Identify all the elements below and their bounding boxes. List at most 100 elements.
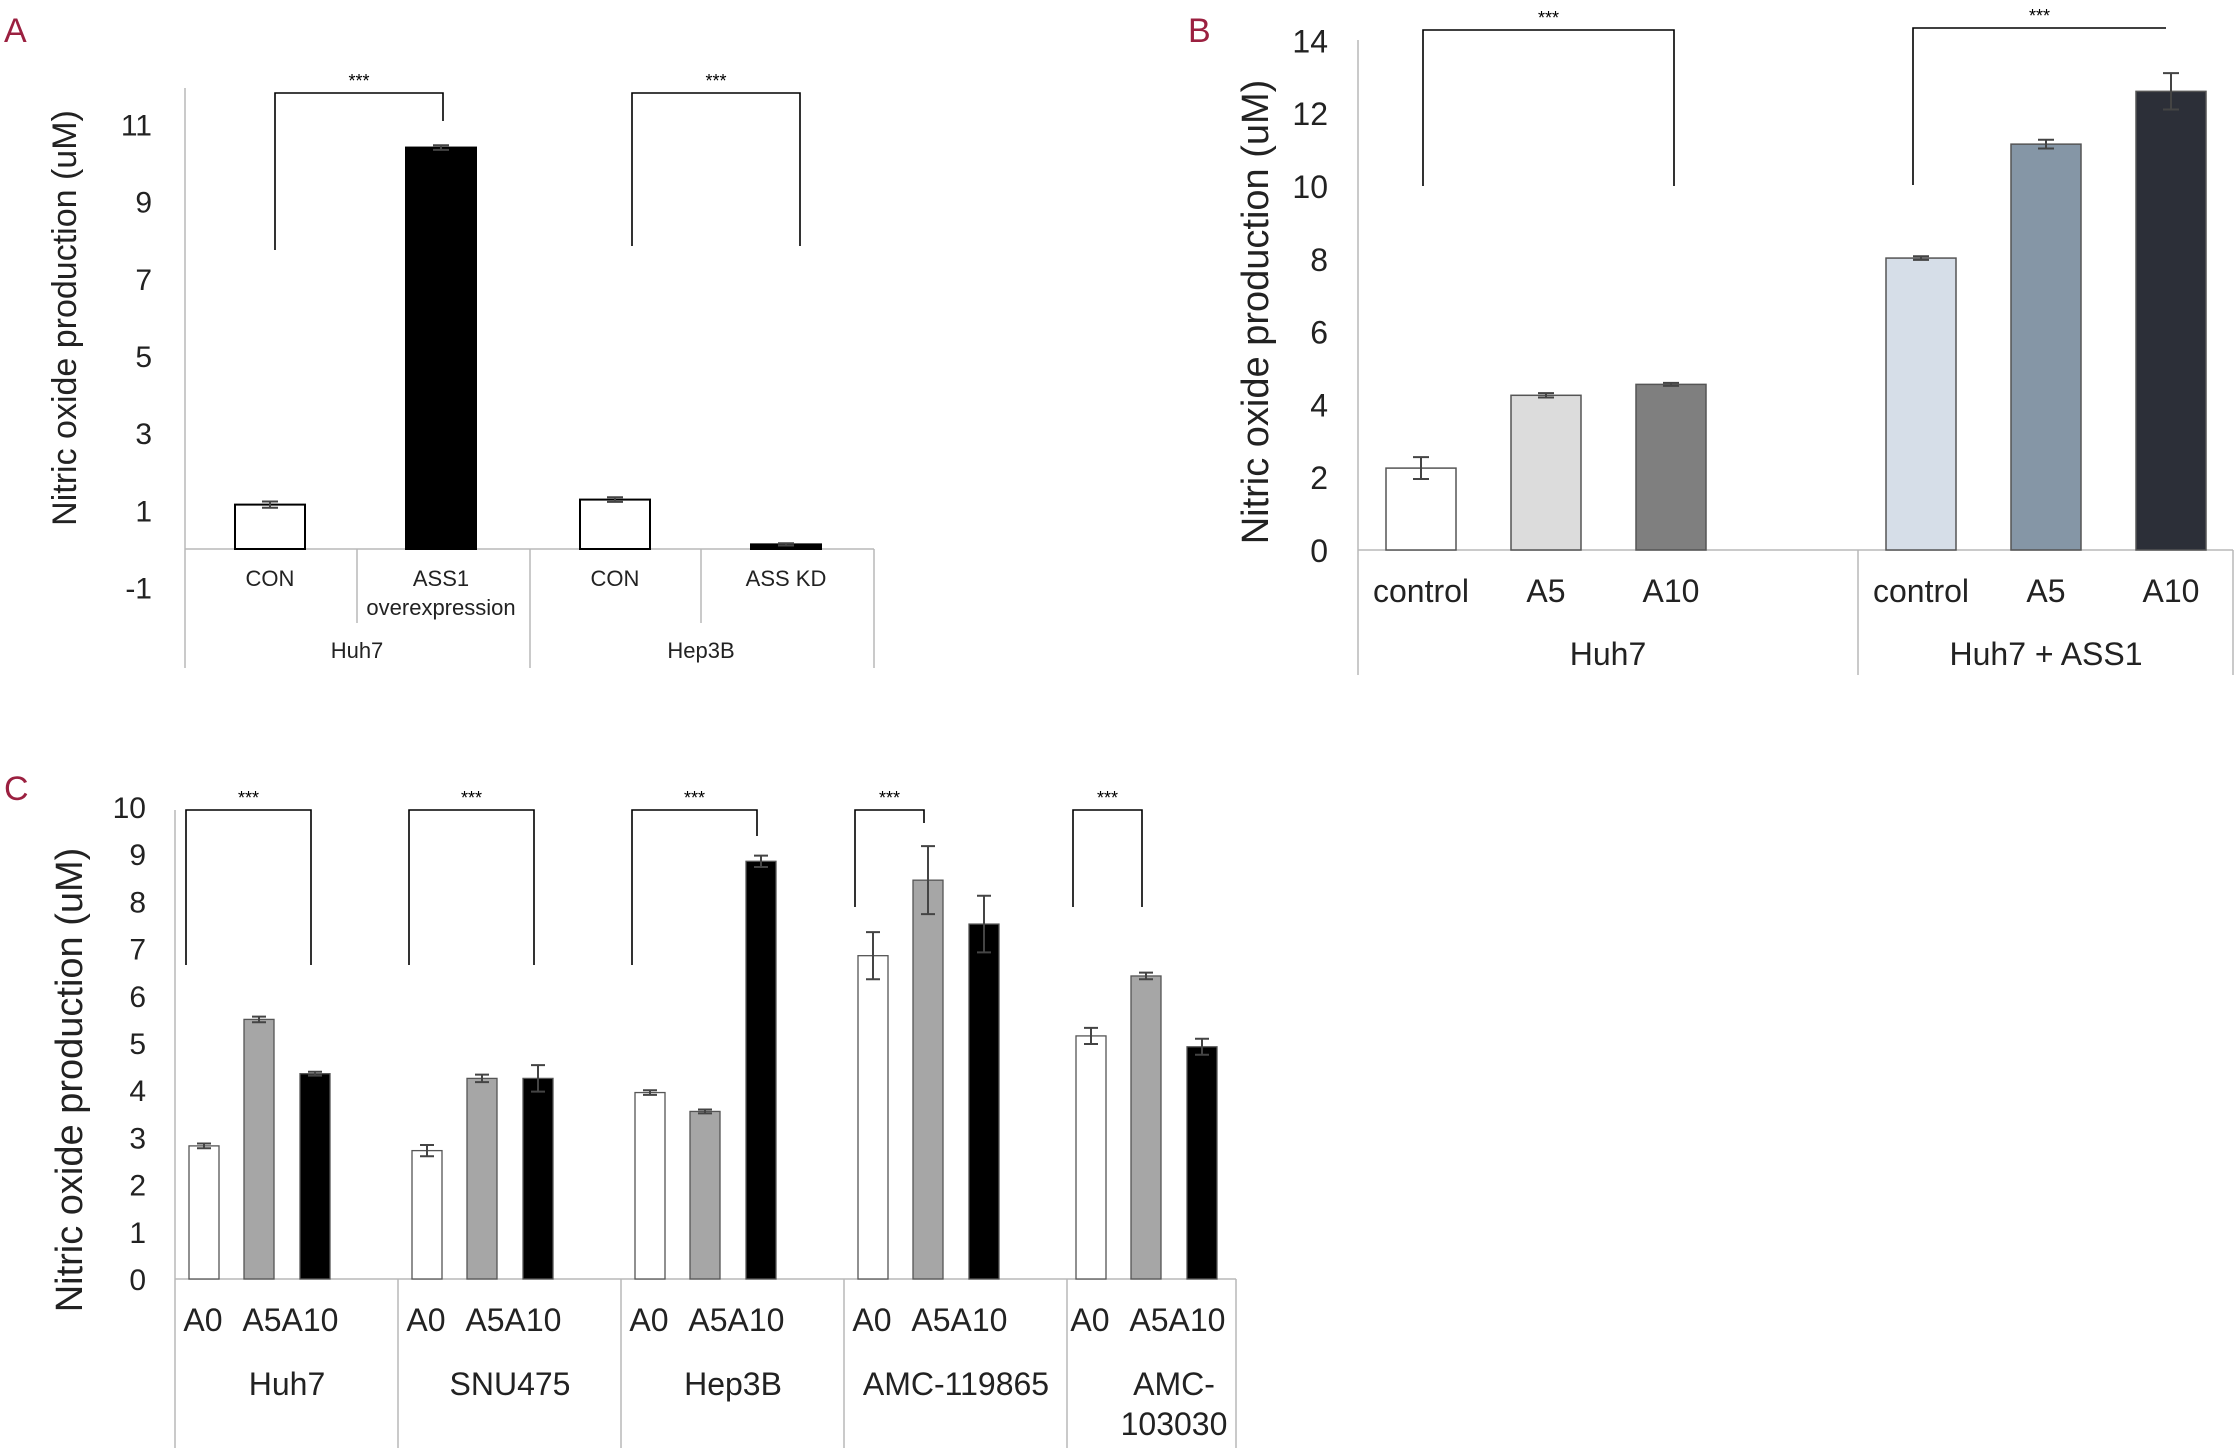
panel-b-y-tick: 12 [1292, 96, 1328, 132]
panel-c-y-tick: 6 [129, 981, 146, 1014]
panel-c-bar [745, 860, 777, 1280]
panel-a-y-tick: 7 [135, 264, 152, 297]
panel-b-error-bar [1913, 255, 1929, 261]
panel-c-significance-bracket-label: *** [461, 788, 482, 808]
panel-b-bar [2010, 143, 2082, 551]
panel-c-bar [968, 923, 1000, 1280]
panel-c-bar [188, 1145, 220, 1280]
panel-c-significance-bracket [631, 809, 758, 965]
panel-c-bar [857, 955, 889, 1280]
panel-c-error-bar [531, 1064, 545, 1093]
panel-a-significance-bracket [274, 92, 444, 250]
panel-c-y-tick: 2 [129, 1170, 146, 1203]
panel-c-error-bar [1195, 1037, 1209, 1056]
panel-c-y-tick: 5 [129, 1028, 146, 1061]
panel-a-y-tick: 11 [121, 109, 152, 142]
panel-c-error-bar [921, 845, 935, 916]
panel-c-bar-label: A0 [629, 1302, 668, 1338]
panel-b-group-label: Huh7 + ASS1 [1949, 636, 2142, 672]
panel-a-error-bar [607, 496, 623, 503]
panel-c-bar [299, 1073, 331, 1280]
panel-c-group-label: AMC-119865 [863, 1366, 1049, 1402]
panel-c-significance-bracket-label: *** [238, 788, 259, 808]
panel-c-significance-bracket-label: *** [879, 788, 900, 808]
panel-c-bar-label: A5 [465, 1302, 504, 1338]
panel-b-y-axis-label: Nitric oxide production (uM) [1235, 80, 1277, 545]
panel-c-y-tick: 1 [129, 1217, 146, 1250]
panel-b-error-bar [1538, 392, 1554, 399]
panel-c-group-label: Huh7 [249, 1366, 326, 1402]
panel-b-y-tick: 14 [1292, 23, 1328, 59]
panel-b-bar [1510, 394, 1582, 551]
panel-a-error-bar [778, 542, 794, 547]
panel-a-y-tick: 1 [135, 495, 152, 528]
panel-a-y-tick: 9 [135, 187, 152, 220]
panel-c-bar [466, 1077, 498, 1280]
panel-b-error-bar [1663, 381, 1679, 387]
panel-c-bar-label: A5 [911, 1302, 950, 1338]
panel-c-bar [912, 879, 944, 1280]
panel-c-significance-bracket [854, 809, 925, 907]
panel-c-significance-bracket-label: *** [1097, 788, 1118, 808]
panel-c-group-label: Hep3B [684, 1366, 782, 1402]
panel-b-chart: 0 2 4 6 8 10 12 14 Nitric oxide production (uM) c… [1235, 6, 2234, 675]
panel-c-bar-label: A0 [852, 1302, 891, 1338]
panel-c-y-tick: 7 [129, 934, 146, 967]
panel-a-bar-label: CON [246, 566, 295, 591]
panel-a-bar-label: overexpression [366, 595, 515, 620]
panel-c-y-tick: 10 [113, 792, 146, 825]
panel-a-bar [234, 503, 306, 550]
panel-a-error-bar [433, 144, 449, 151]
panel-c-bar [1075, 1035, 1107, 1280]
panel-c-bar-label: A0 [406, 1302, 445, 1338]
panel-b-bar-label: control [1373, 573, 1469, 609]
panel-c-y-tick: 3 [129, 1122, 146, 1155]
panel-c-bar-label: A0 [1070, 1302, 1109, 1338]
panel-b-bar-label: control [1873, 573, 1969, 609]
panel-c-y-axis-label: Nitric oxide production (uM) [49, 848, 91, 1313]
panel-c-significance-bracket [408, 809, 535, 965]
panel-c-error-bar [475, 1073, 489, 1084]
panel-a-bar-label: ASS KD [746, 566, 827, 591]
panel-a-error-bar [262, 500, 278, 509]
panel-a-bar [579, 498, 651, 551]
panel-c-error-bar [866, 931, 880, 981]
panel-a-significance-bracket-label: *** [705, 71, 726, 91]
panel-b-bar-label: A10 [2143, 573, 2200, 609]
panel-a-group-label: Hep3B [667, 638, 734, 663]
panel-c-bar-label: A10 [1169, 1302, 1226, 1338]
panel-c-error-bar [197, 1142, 211, 1150]
panel-c-error-bar [754, 854, 768, 868]
panel-a-significance-bracket-label: *** [348, 71, 369, 91]
panel-a-bar [405, 146, 477, 550]
panel-b-error-bar [2163, 72, 2179, 111]
panel-c-error-bar [420, 1143, 434, 1158]
panel-b-significance-bracket [1912, 27, 2166, 185]
panel-c-bar-label: A10 [282, 1302, 339, 1338]
panel-b-error-bar [2038, 138, 2054, 150]
panel-b-bar-label: A10 [1643, 573, 1700, 609]
panel-b-bar [2135, 90, 2207, 551]
panel-b-letter: B [1188, 12, 1211, 50]
panel-b-group-label: Huh7 [1570, 636, 1647, 672]
panel-c-significance-bracket-label: *** [684, 788, 705, 808]
panel-b-bar [1635, 383, 1707, 551]
panel-c-y-tick: 8 [129, 886, 146, 919]
panel-c-chart: 0 1 2 3 4 5 6 7 8 9 10 Nitric oxide production (uM)… [49, 788, 1237, 1448]
panel-c-bar [1130, 975, 1162, 1280]
panel-b-y-tick: 4 [1310, 387, 1328, 423]
panel-b-y-tick: 0 [1310, 533, 1328, 569]
panel-c-bar-label: A0 [183, 1302, 222, 1338]
panel-c-significance-bracket [1072, 809, 1143, 907]
panel-a-y-tick: 5 [135, 341, 152, 374]
panel-c-y-tick: 4 [129, 1075, 146, 1108]
panel-c-bar-label: A10 [505, 1302, 562, 1338]
panel-b-y-tick: 10 [1292, 169, 1328, 205]
panel-b-error-bar [1413, 456, 1429, 481]
panel-b-bar-label: A5 [1526, 573, 1565, 609]
panel-c-letter: C [4, 770, 29, 808]
panel-c-bar-label: A5 [242, 1302, 281, 1338]
panel-a-bar-label: ASS1 [413, 566, 469, 591]
panel-c-bar-label: A5 [688, 1302, 727, 1338]
